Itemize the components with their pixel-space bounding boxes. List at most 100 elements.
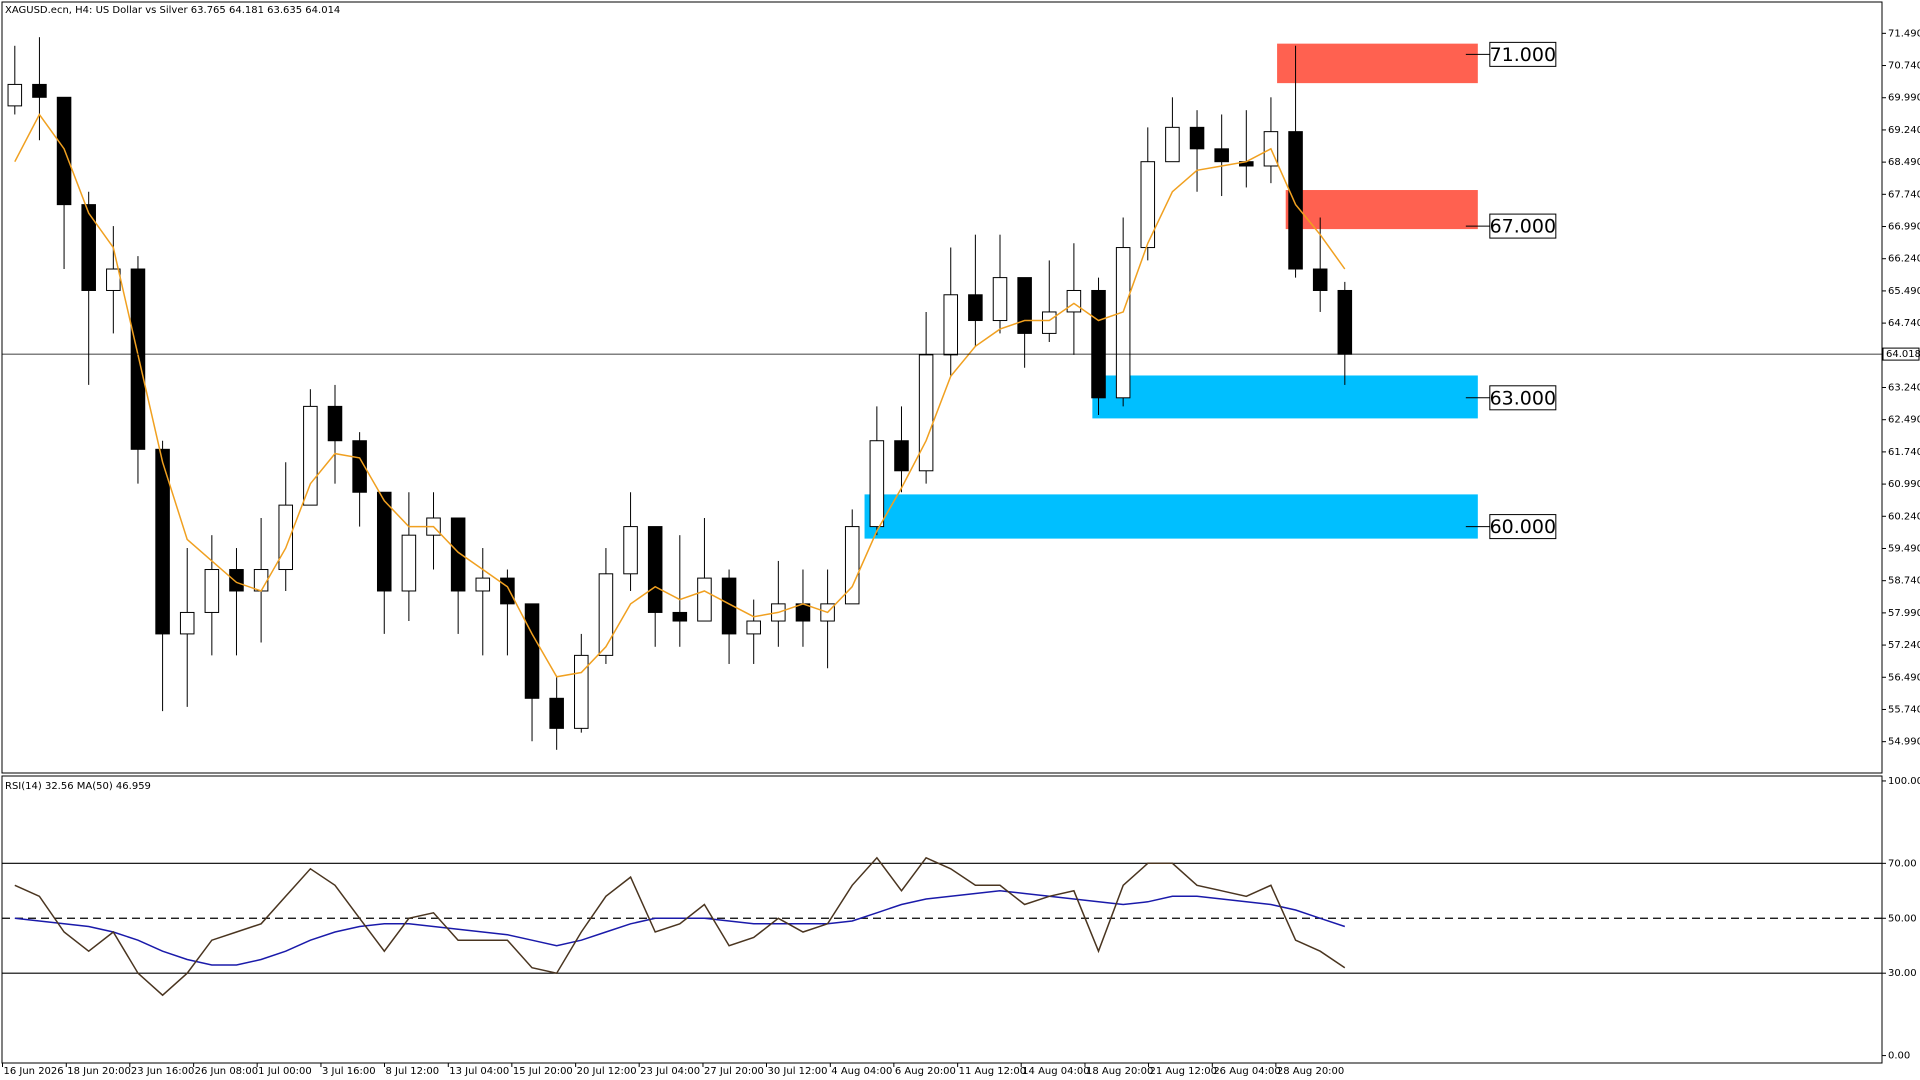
candle-body: [1189, 126, 1205, 150]
y-tick-label: 70.740: [1888, 61, 1920, 72]
candle-body: [1337, 289, 1353, 355]
rsi-y-tick-label: 30.00: [1888, 968, 1917, 979]
candle-body: [229, 569, 244, 592]
candle-body: [524, 603, 540, 699]
y-tick-label: 65.490: [1888, 286, 1920, 297]
x-tick-label: 30 Jul 12:00: [768, 1066, 828, 1077]
zone-label: 60.000: [1490, 516, 1556, 538]
y-tick-label: 71.490: [1888, 28, 1920, 39]
candle-body: [574, 654, 589, 729]
candle-body: [450, 517, 466, 592]
x-tick-label: 23 Jul 04:00: [640, 1066, 700, 1077]
zone-label-box: [1489, 385, 1557, 411]
x-tick-label: 28 Aug 20:00: [1277, 1066, 1344, 1077]
x-tick-label: 13 Jul 04:00: [449, 1066, 509, 1077]
y-tick-label: 62.490: [1888, 415, 1920, 426]
zone: [864, 494, 1478, 539]
x-tick-label: 15 Jul 20:00: [513, 1066, 573, 1077]
candle-body: [106, 268, 121, 291]
rsi-y-tick-label: 100.00: [1888, 776, 1920, 787]
x-tick-label: 23 Jun 16:00: [131, 1066, 195, 1077]
x-tick-label: 14 Aug 04:00: [1022, 1066, 1089, 1077]
x-tick-label: 21 Aug 12:00: [1150, 1066, 1217, 1077]
y-tick-label: 66.990: [1888, 222, 1920, 233]
x-tick-label: 18 Aug 20:00: [1086, 1066, 1153, 1077]
y-tick-label: 63.240: [1888, 383, 1920, 394]
candle-body: [130, 268, 146, 450]
candle-body: [56, 96, 72, 206]
rsi-title: RSI(14) 32.56 MA(50) 46.959: [5, 781, 151, 792]
candle-body: [155, 448, 170, 635]
x-tick-label: 18 Jun 20:00: [67, 1066, 131, 1077]
candle-body: [303, 405, 318, 506]
main-panel: [1, 1, 1883, 774]
rsi-line: [14, 856, 1346, 997]
candle-body: [1214, 148, 1229, 163]
candle-body: [598, 573, 614, 656]
zone-label-box: [1489, 213, 1557, 239]
y-tick-label: 57.990: [1888, 608, 1920, 619]
y-tick-label: 55.740: [1888, 704, 1920, 715]
zone-label-box: [1489, 41, 1557, 67]
current-price-box: [1882, 347, 1920, 361]
rsi-moving-average: [14, 890, 1346, 966]
y-tick-label: 56.490: [1888, 672, 1920, 683]
x-tick-label: 4 Aug 04:00: [831, 1066, 892, 1077]
candle-body: [1091, 289, 1106, 399]
candle-body: [179, 611, 195, 635]
zone-label: 67.000: [1490, 216, 1556, 238]
candle-body: [1115, 247, 1131, 399]
x-tick-label: 6 Aug 20:00: [895, 1066, 956, 1077]
zone-label: 71.000: [1490, 44, 1556, 66]
y-tick-label: 69.240: [1888, 125, 1920, 136]
candle-body: [253, 569, 269, 592]
candle-body: [376, 491, 392, 592]
y-tick-label: 68.490: [1888, 157, 1920, 168]
zone-label-box: [1489, 514, 1557, 540]
y-tick-label: 66.240: [1888, 254, 1920, 265]
candle-body: [1312, 268, 1328, 291]
x-tick-label: 1 Jul 00:00: [258, 1066, 312, 1077]
candle-body: [1140, 161, 1156, 249]
x-tick-label: 3 Jul 16:00: [322, 1066, 376, 1077]
candle-body: [475, 577, 491, 592]
candle-body: [943, 294, 959, 356]
y-tick-label: 61.740: [1888, 447, 1920, 458]
candle-body: [81, 204, 96, 291]
x-tick-label: 26 Aug 04:00: [1213, 1066, 1280, 1077]
candle-body: [32, 83, 47, 98]
candle-body: [894, 440, 909, 472]
candle-body: [1041, 311, 1057, 334]
current-price-label: 64.018: [1886, 349, 1920, 360]
x-tick-label: 27 Jul 20:00: [704, 1066, 764, 1077]
candle-body: [327, 405, 343, 442]
candle-body: [500, 577, 515, 605]
y-tick-label: 64.740: [1888, 318, 1920, 329]
x-tick-label: 20 Jul 12:00: [577, 1066, 637, 1077]
candle-body: [623, 526, 638, 575]
candle-body: [697, 577, 712, 622]
candle-body: [204, 569, 220, 613]
candle-body: [1066, 289, 1082, 313]
candle-body: [1165, 126, 1180, 163]
candle-body: [721, 577, 737, 635]
candle-body: [844, 526, 860, 605]
zone-label: 63.000: [1490, 387, 1556, 409]
y-tick-label: 59.490: [1888, 543, 1920, 554]
y-tick-label: 58.740: [1888, 576, 1920, 587]
y-tick-label: 60.990: [1888, 479, 1920, 490]
y-tick-label: 57.240: [1888, 640, 1920, 651]
candle-body: [647, 526, 663, 613]
candle-body: [1017, 277, 1032, 334]
candle-body: [968, 294, 983, 322]
y-tick-label: 67.740: [1888, 189, 1920, 200]
x-tick-label: 11 Aug 12:00: [959, 1066, 1026, 1077]
zone: [1092, 375, 1478, 419]
candle-body: [746, 620, 761, 635]
x-tick-label: 26 Jun 08:00: [195, 1066, 259, 1077]
candle-body: [549, 697, 564, 729]
x-tick-label: 16 Jun 2026: [3, 1066, 63, 1077]
candle-body: [1288, 131, 1303, 270]
